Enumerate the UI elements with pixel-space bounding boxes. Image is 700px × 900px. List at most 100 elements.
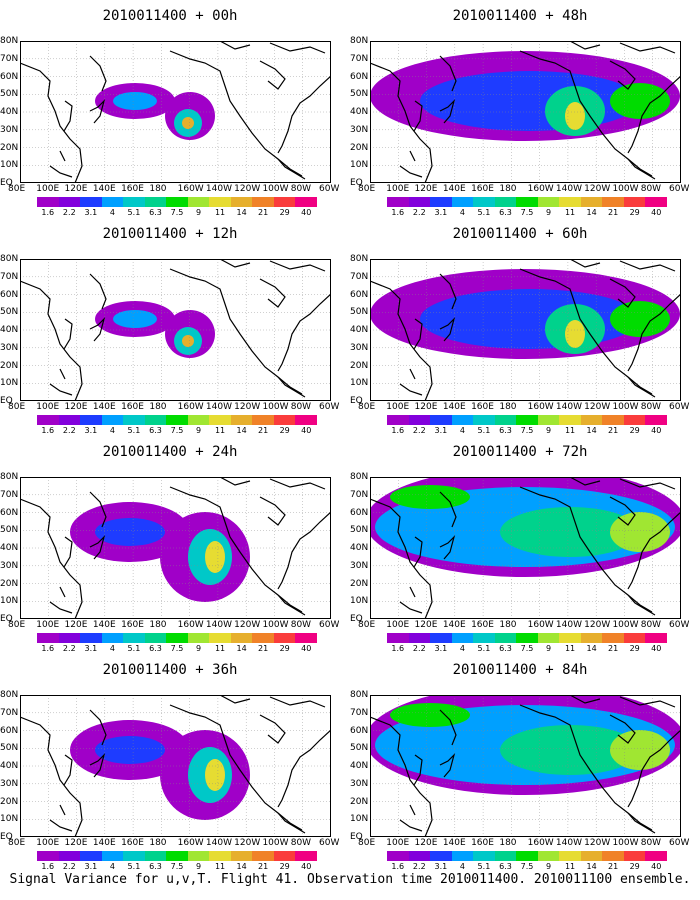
colorbar-level-label: 1.6 [391,426,405,435]
colorbar-swatch [37,633,59,643]
colorbar-level-label: 21 [258,644,269,653]
map-frame: 80N 70N 60N 50N 40N 30N 20N 10N EQ 80E 100E 120E 140… [350,473,689,630]
variance-contour [565,102,585,130]
map-border [20,259,331,401]
colorbar-level-label: 4 [459,208,465,217]
colorbar-level-label: 4 [109,644,115,653]
colorbar-level-label: 11 [564,426,576,435]
colorbar-swatch [430,197,452,207]
latitude-label: 20N [0,578,19,589]
forecast-panel-24h: 2010011400 + 24h 80N 70N 60N 50N 40N 30N 20N 10N… [0,436,340,656]
longitude-label: 180 [499,838,517,848]
colorbar-level-label: 6.3 [149,426,162,435]
coastline [89,491,107,528]
colorbar-swatch [623,633,646,643]
panel-title: 2010011400 + 72h [452,444,588,460]
colorbar-level-label: 1.6 [391,208,405,217]
coastline [277,511,331,590]
colorbar-level-label: 29 [629,862,640,871]
colorbar-swatch [209,197,231,207]
longitude-label: 160W [177,184,204,194]
coastline [439,273,457,310]
variance-map [20,477,331,619]
colorbar-swatch [559,415,581,425]
longitude-label: 100W [262,620,289,630]
colorbar-swatch [37,415,59,425]
variance-map [370,41,681,183]
colorbar [37,415,317,425]
colorbar-level-label: 4 [459,862,465,871]
variance-contour [182,335,194,347]
forecast-panel-00h: 2010011400 + 00h 80N 70N 60N 50N 40N 30N 20N 10N… [0,0,340,220]
longitude-label: 140W [555,402,582,412]
colorbar-level-label: 5.1 [127,644,141,653]
colorbar-swatch [602,851,624,861]
colorbar-swatch [230,851,253,861]
latitude-label: EQ [350,396,363,406]
colorbar-level-label: 1.6 [391,644,405,653]
colorbar-swatch [387,197,409,207]
longitude-label: 100E [36,402,60,412]
variance-contour [390,703,470,727]
latitude-label: 80N [0,254,19,264]
colorbar-swatch [273,415,296,425]
colorbar-level-label: 14 [236,426,247,435]
variance-contour [420,71,640,131]
longitude-label: 100W [612,838,639,848]
coastline [63,100,73,132]
coastline [277,812,306,834]
longitude-label: 180 [149,620,167,630]
coastline [569,477,676,490]
latitude-label: 80N [350,690,369,700]
longitude-label: 80E [358,402,376,412]
longitude-label: 180 [499,402,517,412]
latitude-label: 70N [0,707,19,718]
colorbar-swatch [80,197,102,207]
longitude-label: 100W [612,620,639,630]
longitude-label: 100E [386,838,410,848]
colorbar-level-label: 2.2 [412,426,426,435]
coastline [259,496,286,526]
coastline [219,695,326,708]
colorbar-level-label: 21 [608,208,619,217]
coastline [609,60,636,90]
longitude-label: 140E [442,184,466,194]
colorbar [387,197,667,207]
colorbar-level-label: 6.3 [149,862,162,871]
variance-contour [205,541,225,573]
colorbar-swatch [273,851,296,861]
latitude-label: 80N [350,36,369,46]
colorbar-labels: 1.6 2.2 3.1 4 5.1 6.3 7.5 9 11 14 21 29 40 [37,208,317,218]
longitude-label: 80E [8,838,26,848]
coastline [277,158,306,180]
colorbar-swatch [430,851,452,861]
latitude-label: 60N [0,725,19,736]
panel-title: 2010011400 + 36h [102,662,238,678]
latitude-label: EQ [350,614,363,624]
latitude-label: 20N [0,796,19,807]
longitude-label: 160W [177,620,204,630]
latitude-label: 80N [350,472,369,482]
coastline [89,98,106,124]
colorbar [37,633,317,643]
variance-map [370,695,681,837]
colorbar-swatch [295,851,317,861]
longitude-label: 120W [584,620,611,630]
colorbar-swatch [144,197,167,207]
latitude-label: 60N [350,71,369,82]
coastline [370,498,433,619]
colorbar-swatch [295,415,317,425]
colorbar-swatch [473,851,495,861]
colorbar-level-label: 4 [459,426,465,435]
colorbar-level-label: 1.6 [41,208,55,217]
latitude-label: 50N [350,307,369,318]
map-frame: 80N 70N 60N 50N 40N 30N 20N 10N EQ 80E 100E 120E 140… [350,691,689,848]
colorbar-level-label: 6.3 [499,644,512,653]
longitude-label: 120W [584,184,611,194]
latitude-label: 40N [350,543,369,553]
colorbar-swatch [230,197,253,207]
variance-contour [500,507,640,557]
colorbar-swatch [408,415,431,425]
coastline [370,716,433,837]
longitude-label: 140W [205,402,232,412]
